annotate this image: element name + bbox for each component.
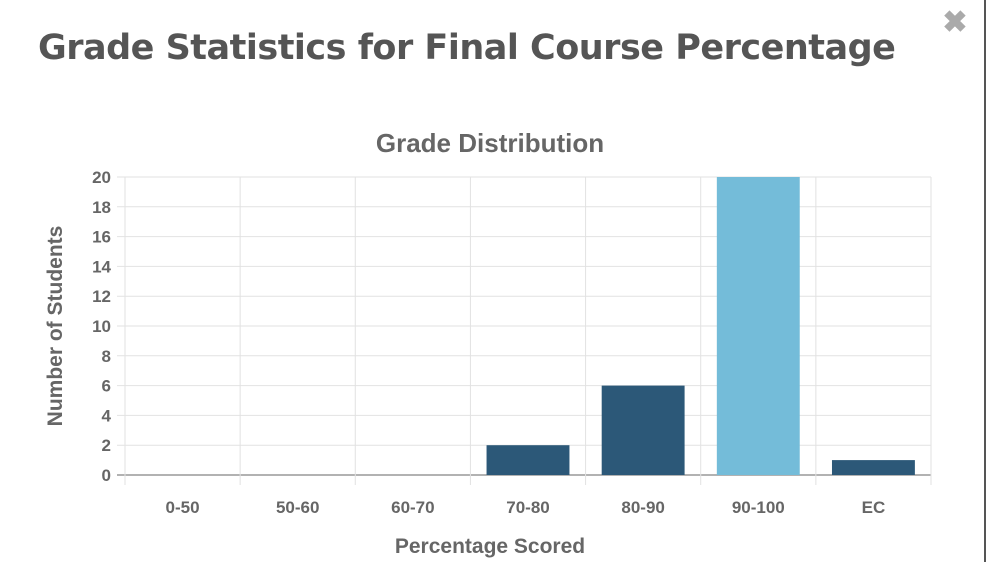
y-tick-label: 18 xyxy=(92,198,111,217)
x-tick-label: 80-90 xyxy=(621,498,664,517)
y-tick-label: 10 xyxy=(92,317,111,336)
y-tick-label: 16 xyxy=(92,228,111,247)
y-tick-label: 20 xyxy=(92,168,111,187)
y-tick-label: 0 xyxy=(102,466,111,485)
x-axis-label: Percentage Scored xyxy=(395,535,585,558)
bar-70-80[interactable] xyxy=(486,445,570,475)
x-tick-label: 90-100 xyxy=(732,498,785,517)
y-tick-label: 4 xyxy=(102,406,112,425)
bar-80-90[interactable] xyxy=(601,385,685,475)
bar-90-100[interactable] xyxy=(716,177,800,475)
chart-title: Grade Distribution xyxy=(376,128,604,158)
x-tick-label: EC xyxy=(862,498,886,517)
y-tick-label: 12 xyxy=(92,287,111,306)
y-tick-label: 6 xyxy=(102,377,111,396)
y-axis-label: Number of Students xyxy=(44,226,67,427)
y-tick-label: 2 xyxy=(102,436,111,455)
x-tick-label: 60-70 xyxy=(391,498,434,517)
y-tick-label: 8 xyxy=(102,347,111,366)
x-tick-label: 50-60 xyxy=(276,498,319,517)
dialog-title: Grade Statistics for Final Course Percen… xyxy=(38,28,896,68)
x-tick-label: 70-80 xyxy=(506,498,549,517)
window-border xyxy=(984,0,986,562)
bar-EC[interactable] xyxy=(831,460,915,475)
x-tick-label: 0-50 xyxy=(166,498,200,517)
close-icon[interactable]: ✖ xyxy=(942,6,968,39)
y-tick-label: 14 xyxy=(92,257,111,276)
